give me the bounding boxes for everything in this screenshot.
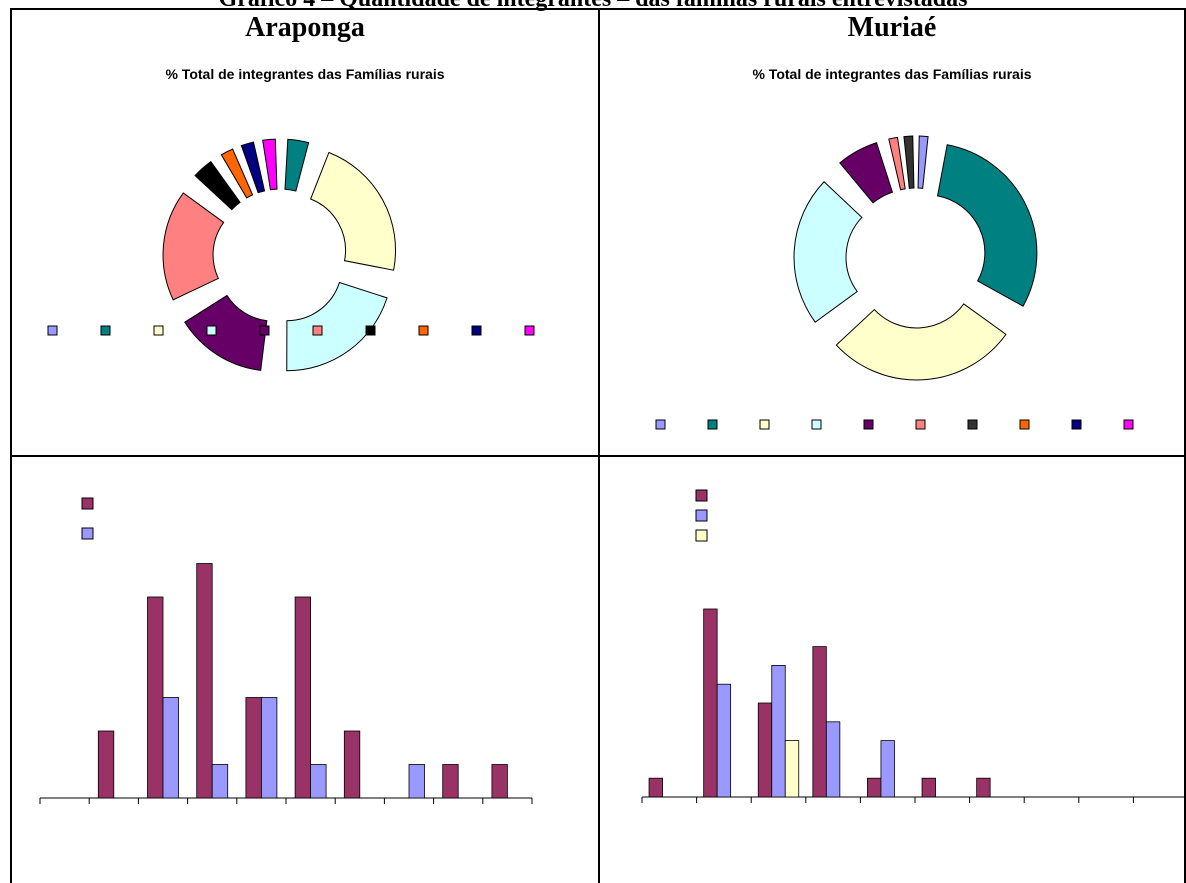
legend-swatch <box>365 325 376 336</box>
chart-title: Araponga <box>245 12 365 43</box>
legend-swatch <box>47 325 58 336</box>
bar <box>880 740 895 798</box>
grid-divider-vertical <box>598 8 600 883</box>
legend-swatch <box>1123 419 1134 430</box>
pie-slice <box>835 303 1007 381</box>
grid-divider-horizontal <box>10 455 1186 457</box>
legend-swatch <box>312 325 323 336</box>
legend-swatch <box>695 489 708 502</box>
legend-swatch <box>524 325 535 336</box>
legend-swatch <box>206 325 217 336</box>
chart-subtitle: % Total de integrantes das Famílias rura… <box>165 66 445 82</box>
pie-slice <box>220 148 254 199</box>
pie-slice <box>262 138 278 191</box>
pie-slice <box>793 181 863 323</box>
pie-slice <box>936 144 1038 307</box>
bar <box>716 683 732 798</box>
pie-plot <box>655 135 1134 430</box>
bar-chart-muriae <box>600 457 1186 883</box>
pie-slice <box>194 160 241 211</box>
bar-plot <box>39 497 533 804</box>
bar <box>196 563 213 799</box>
bar <box>147 596 164 799</box>
legend-swatch <box>1071 419 1082 430</box>
bar <box>812 646 827 798</box>
legend-swatch <box>863 419 874 430</box>
legend-swatch <box>81 527 94 540</box>
legend-swatch <box>655 419 666 430</box>
bar-plot <box>641 489 1186 803</box>
pie-slice <box>240 141 266 194</box>
legend-swatch <box>759 419 770 430</box>
legend-swatch <box>811 419 822 430</box>
bar <box>162 697 179 799</box>
pie-slice <box>309 151 396 271</box>
pie-chart-muriae: Muriaé % Total de integrantes das Famíli… <box>600 10 1184 455</box>
legend-swatch <box>81 497 94 510</box>
legend-swatch <box>967 419 978 430</box>
pie-slice <box>903 135 915 189</box>
bar <box>703 608 718 798</box>
pie-slice <box>839 142 894 204</box>
pie-plot <box>47 138 535 372</box>
legend-swatch <box>915 419 926 430</box>
legend-swatch <box>153 325 164 336</box>
pie-slice <box>917 135 929 189</box>
bar <box>343 730 361 799</box>
legend-swatch <box>418 325 429 336</box>
legend-swatch <box>259 325 270 336</box>
bar <box>245 697 262 799</box>
bar-chart-araponga <box>12 457 598 883</box>
bar <box>771 664 786 798</box>
bar <box>491 764 508 799</box>
legend-swatch <box>707 419 718 430</box>
legend-swatch <box>695 529 708 542</box>
legend-swatch <box>100 325 111 336</box>
pie-slice <box>184 294 268 371</box>
bar <box>408 764 425 799</box>
chart-subtitle: % Total de integrantes das Famílias rura… <box>752 66 1032 82</box>
chart-grid: Araponga % Total de integrantes das Famí… <box>10 8 1186 883</box>
bar <box>921 777 936 798</box>
bar <box>97 730 115 799</box>
bar <box>260 697 278 799</box>
bar <box>294 596 312 799</box>
bar <box>825 721 841 798</box>
bar <box>757 702 773 798</box>
legend-swatch <box>471 325 482 336</box>
pie-slice <box>162 192 225 301</box>
bar <box>784 740 800 798</box>
legend-swatch <box>1019 419 1030 430</box>
bar <box>976 777 991 798</box>
bar <box>648 777 663 798</box>
bar <box>310 764 327 799</box>
chart-title: Muriaé <box>847 12 937 43</box>
grid-border-right <box>1184 8 1186 883</box>
bar <box>867 777 882 798</box>
pie-chart-araponga: Araponga % Total de integrantes das Famí… <box>12 10 598 455</box>
bar <box>442 764 459 799</box>
pie-slice <box>888 136 906 191</box>
pie-slice <box>284 138 310 192</box>
legend-swatch <box>695 509 708 522</box>
bar <box>211 764 229 799</box>
grid-border-left <box>10 8 12 883</box>
